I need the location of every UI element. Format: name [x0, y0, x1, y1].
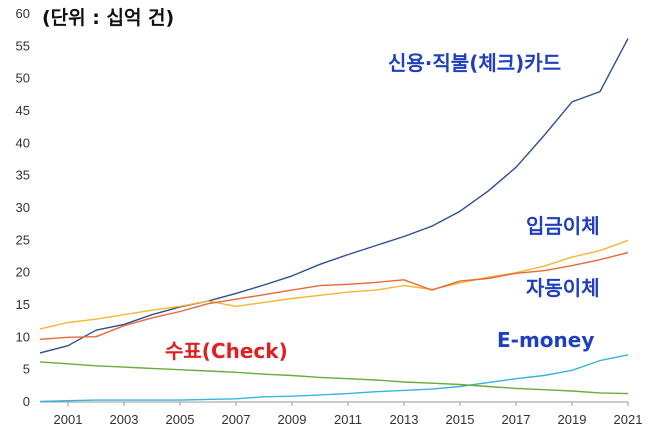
- series-lines: [39, 38, 629, 403]
- x-tick-label: 2015: [446, 412, 475, 427]
- x-tick-label: 2009: [278, 412, 307, 427]
- y-tick-label: 50: [16, 71, 30, 86]
- y-tick-label: 40: [16, 135, 30, 150]
- x-tick-label: 2021: [614, 412, 643, 427]
- x-tick-label: 2017: [502, 412, 531, 427]
- series-line-2: [39, 251, 629, 340]
- y-tick-label: 0: [23, 394, 30, 409]
- y-tick-label: 60: [16, 6, 30, 21]
- x-tick-label: 2005: [166, 412, 195, 427]
- y-tick-label: 55: [16, 38, 30, 53]
- series-label-1: 입금이체: [526, 214, 600, 238]
- series-line-1: [39, 239, 629, 330]
- y-tick-label: 45: [16, 103, 30, 118]
- x-tick-label: 2003: [110, 412, 139, 427]
- y-tick-label: 5: [23, 362, 30, 377]
- series-label-0: 신용·직불(체크)카드: [388, 51, 561, 75]
- y-tick-label: 35: [16, 168, 30, 183]
- x-tick-label: 2011: [334, 412, 362, 427]
- y-tick-label: 20: [16, 265, 30, 280]
- unit-label: (단위 : 십억 건): [42, 7, 174, 29]
- series-label-4: 수표(Check): [165, 339, 288, 363]
- y-tick-label: 25: [16, 232, 30, 247]
- x-tick-label: 2019: [558, 412, 587, 427]
- x-tick-label: 2001: [54, 412, 83, 427]
- x-tick-label: 2007: [222, 412, 251, 427]
- series-line-3: [39, 354, 629, 403]
- y-tick-label: 10: [16, 329, 30, 344]
- series-label-2: 자동이체: [526, 276, 600, 300]
- series-label-3: E-money: [497, 328, 594, 352]
- series-line-4: [39, 361, 629, 395]
- series-line-0: [39, 38, 629, 354]
- y-tick-label: 15: [16, 297, 30, 312]
- y-tick-label: 30: [16, 200, 30, 215]
- x-tick-label: 2013: [390, 412, 419, 427]
- axes: 0 5 10 15 20 25 30 35 40 45 50 55 60 2001 2003 2005 2007…: [16, 6, 643, 427]
